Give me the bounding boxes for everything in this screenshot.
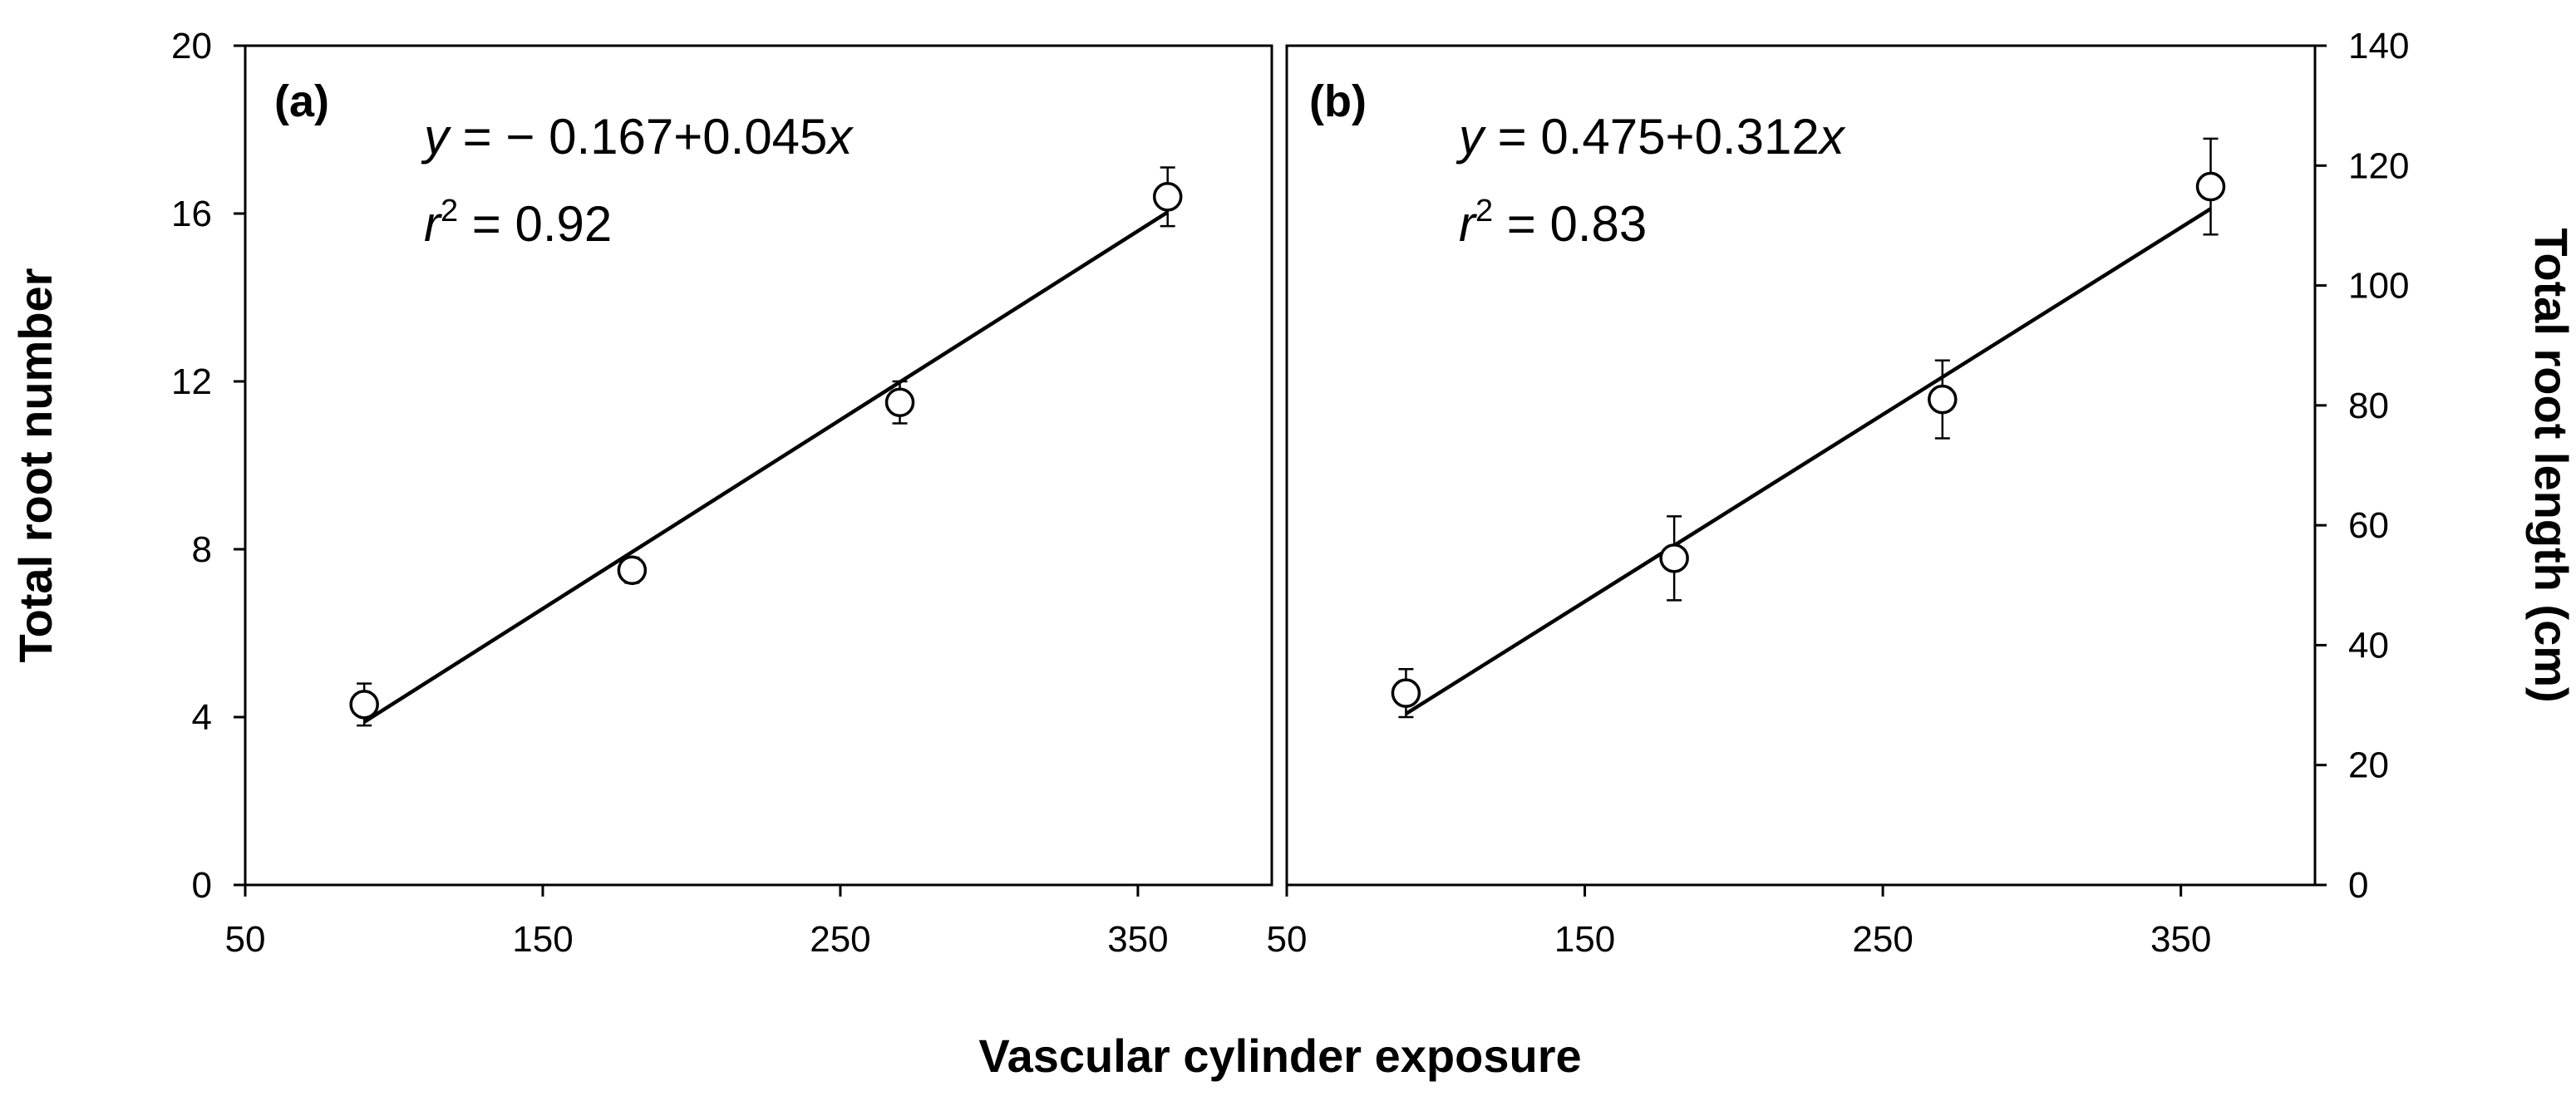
panel-label-a: (a) xyxy=(274,76,329,126)
y-tick-label: 0 xyxy=(2348,865,2368,906)
r-superscript: 2 xyxy=(441,194,458,229)
x-axis-title: Vascular cylinder exposure xyxy=(978,1030,1581,1082)
r-squared-value: = 0.92 xyxy=(458,196,612,252)
data-point xyxy=(617,555,648,585)
y-tick-label: 12 xyxy=(171,361,212,402)
data-point xyxy=(884,387,915,417)
panel-a: 50 150 250 350 0 4 8 12 16 20 (a) y = − 0.167+0.045… xyxy=(171,26,1273,960)
data-point xyxy=(2195,171,2226,202)
equation-y-symbol: y xyxy=(1455,109,1487,165)
r-superscript: 2 xyxy=(1475,194,1493,229)
panel-label-b: (b) xyxy=(1309,76,1367,126)
data-point xyxy=(1928,384,1958,415)
y-tick-label: 140 xyxy=(2348,26,2409,66)
data-point xyxy=(1659,543,1689,573)
regression-equation-a: y = − 0.167+0.045x xyxy=(421,109,854,165)
x-tick-label: 150 xyxy=(1554,919,1615,960)
y-tick-label: 8 xyxy=(192,529,212,570)
panel-b: 50 150 250 350 0 20 40 60 80 100 120 140 (b) y = 0.47… xyxy=(1267,26,2410,960)
x-tick-label: 250 xyxy=(810,919,870,960)
plot-frame-b xyxy=(1285,44,2317,887)
y-axis-title-right: Total root length (cm) xyxy=(2525,228,2576,702)
y-axis-title-left: Total root number xyxy=(9,268,62,663)
y-tick-label: 20 xyxy=(2348,745,2389,786)
r-squared-b: r2 = 0.83 xyxy=(1459,194,1647,252)
x-tick-label: 50 xyxy=(1267,919,1308,960)
x-tick-label: 250 xyxy=(1852,919,1913,960)
x-tick-label: 150 xyxy=(512,919,573,960)
r-symbol: r xyxy=(1459,196,1477,252)
y-tick-label: 40 xyxy=(2348,625,2389,666)
y-tick-label: 0 xyxy=(192,865,212,906)
equation-y-symbol: y xyxy=(421,109,452,165)
data-point xyxy=(1152,182,1183,212)
data-point xyxy=(349,690,379,720)
regression-line-a xyxy=(362,210,1169,724)
y-tick-label: 80 xyxy=(2348,386,2389,426)
equation-x-symbol: x xyxy=(1817,109,1846,165)
r-squared-a: r2 = 0.92 xyxy=(424,194,612,252)
equation-rhs: = − 0.167+0.045 xyxy=(449,109,827,165)
data-point xyxy=(1391,678,1421,708)
r-squared-value: = 0.83 xyxy=(1493,196,1647,252)
x-tick-label: 350 xyxy=(2150,919,2211,960)
x-tick-label: 50 xyxy=(225,919,266,960)
plot-frame-a xyxy=(244,44,1273,887)
x-tick-label: 350 xyxy=(1107,919,1168,960)
equation-rhs: = 0.475+0.312 xyxy=(1484,109,1820,165)
y-tick-label: 100 xyxy=(2348,266,2409,307)
equation-x-symbol: x xyxy=(825,109,854,165)
regression-line-b xyxy=(1405,207,2212,715)
y-tick-label: 20 xyxy=(171,26,212,66)
y-tick-label: 120 xyxy=(2348,145,2409,186)
regression-equation-b: y = 0.475+0.312x xyxy=(1455,109,1846,165)
y-tick-label: 16 xyxy=(171,194,212,234)
r-symbol: r xyxy=(424,196,442,252)
y-tick-label: 4 xyxy=(192,697,212,738)
y-tick-label: 60 xyxy=(2348,505,2389,546)
